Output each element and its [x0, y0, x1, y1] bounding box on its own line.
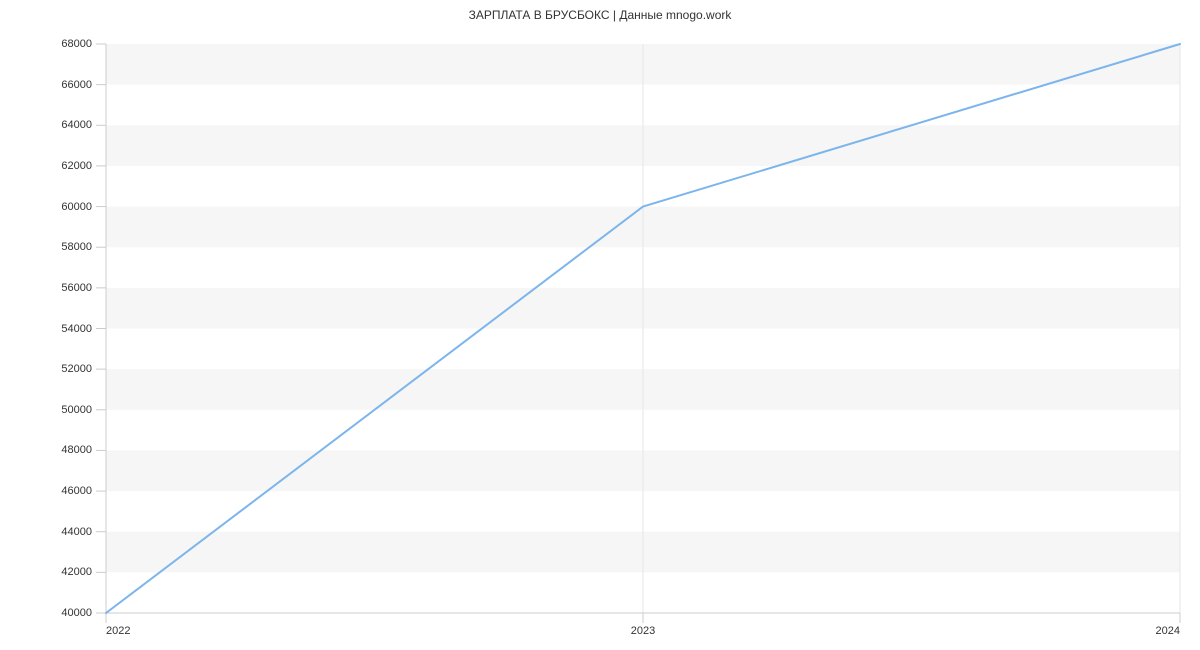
y-tick-label: 40000 — [61, 607, 92, 619]
y-tick-label: 62000 — [61, 160, 92, 172]
y-tick-label: 60000 — [61, 201, 92, 213]
y-tick-label: 58000 — [61, 241, 92, 253]
y-tick-label: 68000 — [61, 38, 92, 50]
y-tick-label: 46000 — [61, 485, 92, 497]
y-tick-label: 44000 — [61, 526, 92, 538]
y-tick-label: 54000 — [61, 323, 92, 335]
x-tick-label: 2024 — [1156, 625, 1180, 637]
y-tick-label: 66000 — [61, 79, 92, 91]
x-tick-label: 2023 — [631, 625, 655, 637]
y-tick-label: 56000 — [61, 282, 92, 294]
y-tick-label: 50000 — [61, 404, 92, 416]
y-tick-label: 64000 — [61, 119, 92, 131]
chart-svg — [0, 0, 1200, 650]
x-tick-label: 2022 — [106, 625, 130, 637]
y-tick-label: 42000 — [61, 566, 92, 578]
salary-chart: ЗАРПЛАТА В БРУСБОКС | Данные mnogo.work … — [0, 0, 1200, 650]
y-tick-label: 48000 — [61, 444, 92, 456]
y-tick-label: 52000 — [61, 363, 92, 375]
